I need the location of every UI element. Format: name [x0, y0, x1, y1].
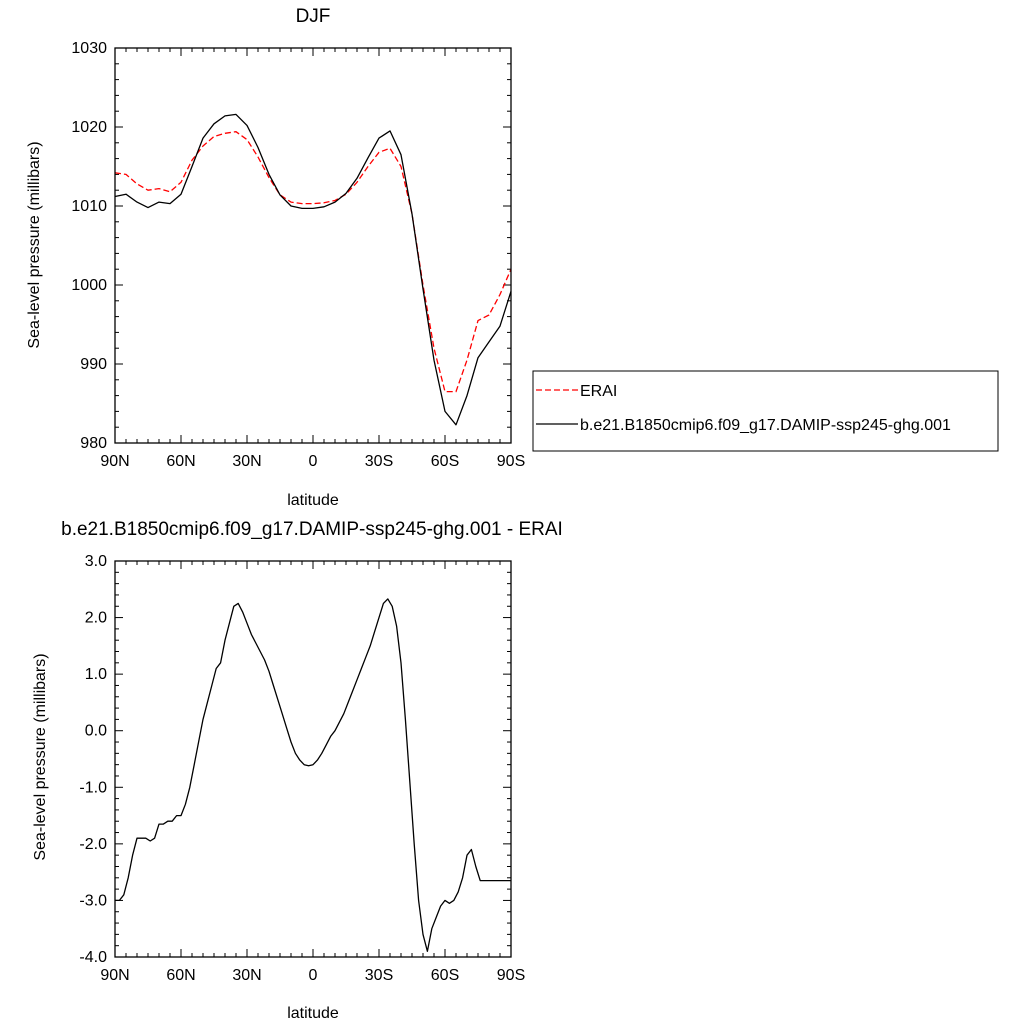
x-tick-label: 30N: [232, 967, 261, 984]
x-tick-label: 90S: [497, 453, 525, 470]
x-tick-label: 60N: [166, 967, 195, 984]
y-tick-label: 1030: [71, 40, 107, 57]
x-tick-label: 90N: [100, 453, 129, 470]
chart-title: b.e21.B1850cmip6.f09_g17.DAMIP-ssp245-gh…: [61, 519, 563, 540]
chart-title: DJF: [296, 6, 331, 27]
x-tick-label: 90N: [100, 967, 129, 984]
x-tick-label: 0: [309, 967, 318, 984]
x-axis-label: latitude: [287, 1005, 339, 1022]
series-line-erai: [114, 131, 512, 393]
y-tick-label: 1.0: [85, 666, 107, 683]
x-tick-label: 30S: [365, 453, 393, 470]
series-line-model: [115, 598, 511, 952]
axis-ticks: [114, 47, 512, 444]
legend-label-erai: ERAI: [580, 383, 617, 400]
x-tick-label: 30S: [365, 967, 393, 984]
plot-frame: [114, 560, 512, 958]
series-line-model: [114, 113, 512, 426]
x-tick-label: 60S: [431, 453, 459, 470]
y-tick-label: 990: [80, 356, 107, 373]
y-tick-label: -4.0: [79, 949, 107, 966]
x-tick-label: 90S: [497, 967, 525, 984]
y-axis-label: Sea-level pressure (millibars): [26, 141, 43, 348]
y-tick-label: 0.0: [85, 723, 107, 740]
x-tick-label: 0: [309, 453, 318, 470]
y-tick-label: 2.0: [85, 610, 107, 627]
series-layer: [115, 598, 511, 952]
chart-panel-bottom: b.e21.B1850cmip6.f09_g17.DAMIP-ssp245-gh…: [32, 519, 563, 1022]
tick-labels: 90N 60N 30N 0 30S 60S 90S 980 990 1000 1010 1020 103…: [71, 40, 525, 470]
legend-box: [532, 370, 999, 452]
y-tick-label: 3.0: [85, 553, 107, 570]
y-tick-label: 980: [80, 435, 107, 452]
y-tick-label: -1.0: [79, 779, 107, 796]
y-tick-label: 1010: [71, 198, 107, 215]
legend-label-model: b.e21.B1850cmip6.f09_g17.DAMIP-ssp245-gh…: [580, 417, 951, 434]
y-axis-label: Sea-level pressure (millibars): [32, 653, 49, 860]
y-tick-label: -3.0: [79, 892, 107, 909]
chart-panel-top: DJF Sea-level pressure (millibars) latit…: [26, 6, 525, 509]
legend: ERAI b.e21.B1850cmip6.f09_g17.DAMIP-ssp2…: [532, 370, 999, 452]
plot-frame: [114, 47, 512, 444]
x-tick-label: 30N: [232, 453, 261, 470]
y-tick-label: 1000: [71, 277, 107, 294]
series-layer: [114, 113, 512, 426]
x-tick-label: 60S: [431, 967, 459, 984]
x-axis-label: latitude: [287, 492, 339, 509]
axis-ticks: [114, 560, 512, 958]
y-tick-label: -2.0: [79, 836, 107, 853]
tick-labels: 90N 60N 30N 0 30S 60S 90S -4.0 -3.0 -2.0 -1.0 0.0 1.…: [79, 553, 525, 984]
x-tick-label: 60N: [166, 453, 195, 470]
y-tick-label: 1020: [71, 119, 107, 136]
